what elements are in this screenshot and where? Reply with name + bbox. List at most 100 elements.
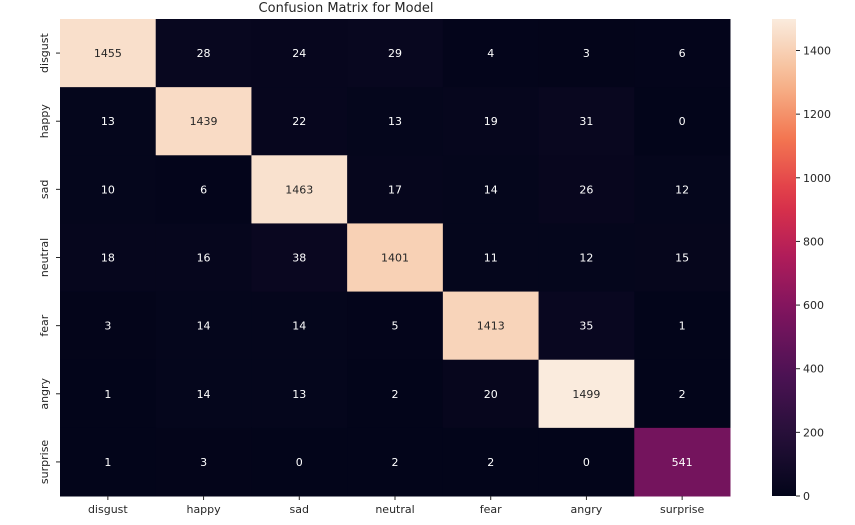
heatmap-cell-sad-neutral [347, 155, 444, 224]
heatmap-cell-neutral-sad [251, 223, 348, 293]
heatmap-cell-disgust-disgust [60, 19, 157, 88]
x-tick-label-happy: happy [186, 503, 221, 516]
cell-value-label: 29 [388, 47, 402, 60]
cell-value-label: 12 [675, 183, 689, 196]
colorbar-tick-label: 600 [803, 299, 824, 312]
heatmap-cell-neutral-neutral [347, 223, 444, 293]
colorbar-tick-label: 200 [803, 426, 824, 439]
cell-value-label: 15 [675, 252, 689, 265]
heatmap-cell-disgust-sad [251, 19, 348, 88]
cell-value-label: 17 [388, 183, 402, 196]
heatmap-cell-angry-sad [251, 359, 348, 429]
cell-value-label: 1401 [381, 252, 409, 265]
heatmap-cell-surprise-surprise [634, 427, 731, 497]
heatmap-cell-neutral-fear [442, 223, 540, 293]
cell-value-label: 4 [487, 47, 494, 60]
heatmap-cell-angry-neutral [347, 359, 444, 429]
cell-value-label: 24 [292, 47, 306, 60]
cell-value-label: 3 [104, 320, 111, 333]
cell-value-label: 1463 [285, 183, 313, 196]
x-tick-label-disgust: disgust [88, 503, 128, 516]
y-tick-label-disgust: disgust [38, 33, 51, 73]
y-tick-label-fear: fear [38, 314, 51, 336]
heatmap-cell-happy-happy [155, 87, 252, 156]
cell-value-label: 2 [392, 456, 399, 469]
cell-value-label: 1455 [94, 47, 122, 60]
heatmap-cell-angry-disgust [60, 359, 157, 429]
cell-value-label: 3 [583, 47, 590, 60]
cell-value-label: 16 [197, 252, 211, 265]
heatmap-cell-surprise-fear [442, 427, 540, 497]
heatmap-cell-happy-sad [251, 87, 348, 156]
cell-value-label: 14 [197, 320, 211, 333]
cell-value-label: 2 [679, 388, 686, 401]
colorbar-tick-label: 1000 [803, 172, 831, 185]
cell-value-label: 12 [579, 252, 593, 265]
heatmap-cell-disgust-fear [442, 19, 540, 88]
heatmap-plot-area: 1455 28 24 29 4 3 613 1439 22 13 19 31 010 6 1463 17 14 2… [60, 19, 731, 497]
colorbar-tick-label: 800 [803, 235, 824, 248]
y-tick-label-sad: sad [38, 180, 51, 199]
y-tick-label-neutral: neutral [38, 238, 51, 277]
cell-value-label: 10 [101, 183, 115, 196]
heatmap-cell-fear-happy [155, 291, 252, 361]
chart-title: Confusion Matrix for Model [259, 1, 434, 16]
cell-value-label: 0 [296, 456, 303, 469]
heatmap-cell-sad-surprise [634, 155, 731, 224]
heatmap-cell-fear-fear [442, 291, 540, 361]
cell-value-label: 22 [292, 115, 306, 128]
heatmap-cell-disgust-neutral [347, 19, 444, 88]
colorbar-tick-label: 1200 [803, 108, 831, 121]
cell-value-label: 2 [487, 456, 494, 469]
cell-value-label: 14 [197, 388, 211, 401]
x-tick-label-surprise: surprise [660, 503, 705, 516]
heatmap-cell-sad-fear [442, 155, 540, 224]
colorbar-tick-label: 400 [803, 363, 824, 376]
heatmap-cell-surprise-neutral [347, 427, 444, 497]
heatmap-cell-sad-happy [155, 155, 252, 224]
cell-value-label: 5 [392, 320, 399, 333]
cell-value-label: 1413 [477, 320, 505, 333]
cell-value-label: 14 [484, 183, 498, 196]
heatmap-cell-sad-sad [251, 155, 348, 224]
heatmap-cell-fear-sad [251, 291, 348, 361]
colorbar-axis: 0 200 400 600 800 1000 1200 1400 [796, 45, 831, 503]
heatmap-cell-angry-angry [538, 359, 635, 429]
cell-value-label: 26 [579, 183, 593, 196]
heatmap-cell-happy-surprise [634, 87, 731, 156]
x-tick-label-sad: sad [290, 503, 309, 516]
heatmap-cell-disgust-surprise [634, 19, 731, 88]
heatmap-cell-angry-happy [155, 359, 252, 429]
heatmap-cell-surprise-disgust [60, 427, 157, 497]
cell-value-label: 13 [388, 115, 402, 128]
cell-value-label: 6 [679, 47, 686, 60]
heatmap-cell-fear-surprise [634, 291, 731, 361]
heatmap-cell-neutral-angry [538, 223, 635, 293]
cell-value-label: 18 [101, 252, 115, 265]
heatmap-cell-disgust-angry [538, 19, 635, 88]
heatmap-cell-neutral-surprise [634, 223, 731, 293]
cell-value-label: 19 [484, 115, 498, 128]
heatmap-cell-surprise-sad [251, 427, 348, 497]
colorbar-tick-label: 1400 [803, 45, 831, 58]
x-tick-label-angry: angry [571, 503, 603, 516]
colorbar-tick-label: 0 [803, 490, 810, 503]
y-tick-label-happy: happy [38, 104, 51, 139]
cell-value-label: 13 [292, 388, 306, 401]
cell-value-label: 3 [200, 456, 207, 469]
heatmap-cell-neutral-happy [155, 223, 252, 293]
colorbar [772, 19, 796, 496]
heatmap-cell-happy-angry [538, 87, 635, 156]
cell-value-label: 31 [579, 115, 593, 128]
y-tick-label-surprise: surprise [38, 440, 51, 485]
cell-value-label: 1 [104, 456, 111, 469]
heatmap-cell-sad-angry [538, 155, 635, 224]
heatmap-cell-sad-disgust [60, 155, 157, 224]
heatmap-cell-angry-surprise [634, 359, 731, 429]
heatmap-cell-surprise-happy [155, 427, 252, 497]
cell-value-label: 1 [104, 388, 111, 401]
cell-value-label: 38 [292, 252, 306, 265]
heatmap-cell-happy-fear [442, 87, 540, 156]
heatmap-cell-fear-angry [538, 291, 635, 361]
